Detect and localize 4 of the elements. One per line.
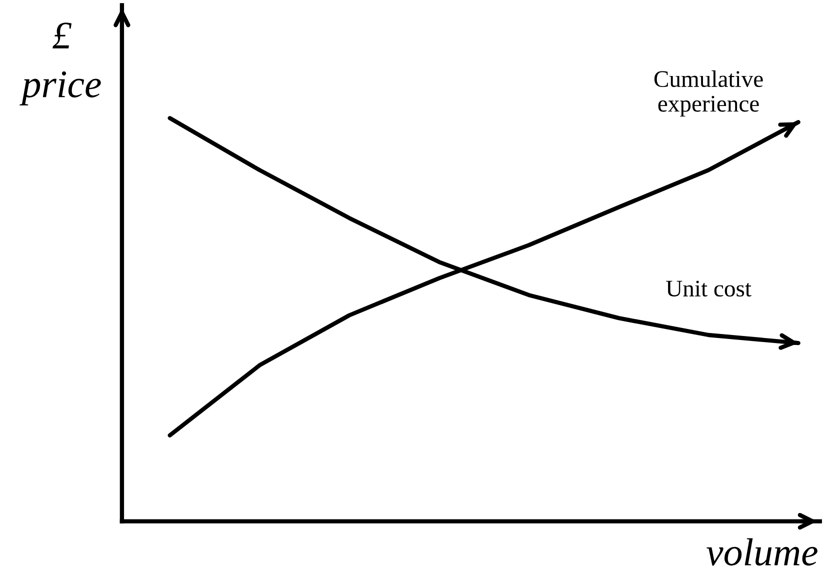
y-axis-title: £ price (20, 22, 101, 106)
x-axis-title: volume (706, 538, 818, 566)
series-label: Cumulative experience (654, 70, 763, 117)
series-label: Unit cost (666, 280, 752, 297)
